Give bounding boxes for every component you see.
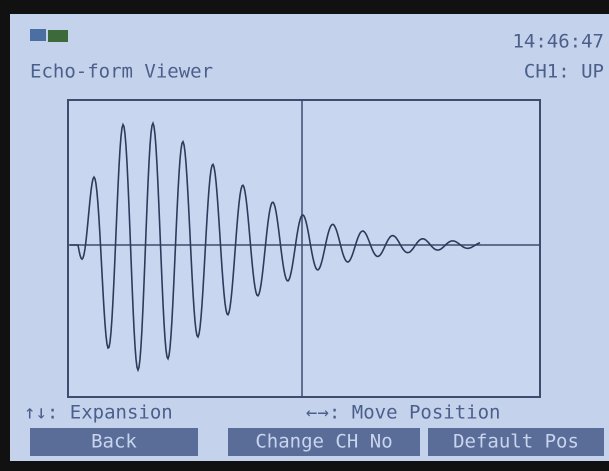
battery-icon: [48, 30, 68, 42]
device-screen: 14:46:47 Echo-form Viewer CH1: UP ↑↓: Ex…: [0, 0, 609, 471]
page: 14:46:47 Echo-form Viewer CH1: UP ↑↓: Ex…: [0, 0, 609, 471]
hint-move: ←→: Move Position: [306, 402, 500, 424]
usb-icon: [30, 29, 46, 41]
screen-title: Echo-form Viewer: [30, 61, 213, 83]
button-label[interactable]: Back: [91, 431, 137, 453]
change-ch-button[interactable]: Change CH No: [228, 428, 420, 456]
button-label[interactable]: Change CH No: [255, 431, 392, 453]
back-button[interactable]: Back: [30, 428, 198, 456]
default-pos-button[interactable]: Default Pos: [428, 428, 604, 456]
button-label[interactable]: Default Pos: [453, 431, 579, 453]
clock: 14:46:47: [512, 31, 604, 53]
channel: CH1: UP: [524, 61, 604, 83]
hint-expansion: ↑↓: Expansion: [24, 402, 173, 424]
